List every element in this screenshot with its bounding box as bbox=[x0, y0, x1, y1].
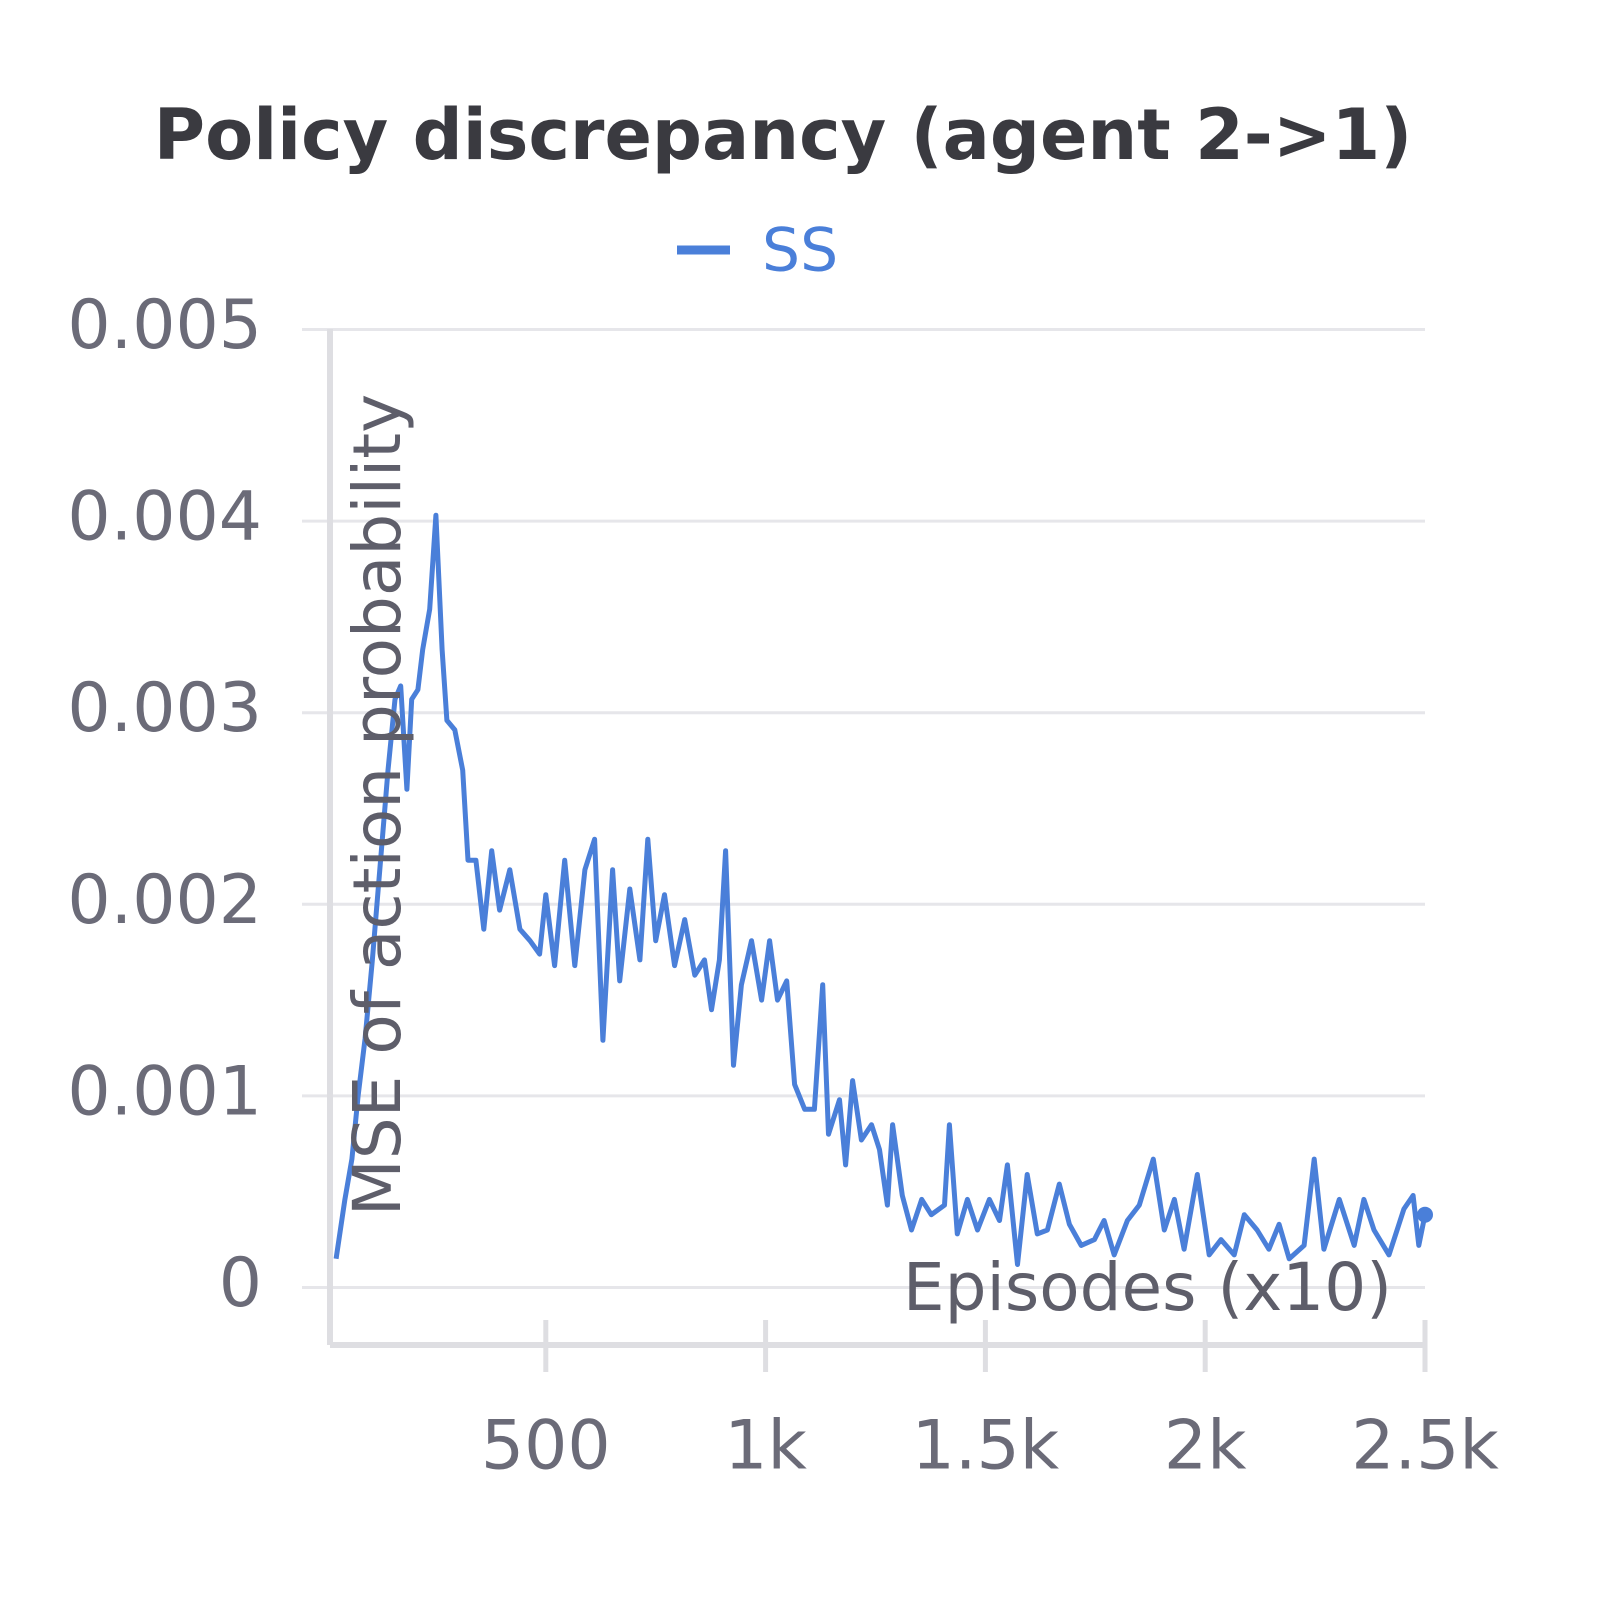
y-tick-label: 0.001 bbox=[67, 1052, 262, 1131]
y-tick-label: 0.005 bbox=[67, 286, 262, 365]
x-axis-label: Episodes (x10) bbox=[903, 1249, 1392, 1326]
x-tick-label: 2.5k bbox=[1351, 1407, 1499, 1486]
end-point bbox=[1417, 1206, 1433, 1223]
chart-title: Policy discrepancy (agent 2->1) bbox=[154, 94, 1412, 176]
y-tick-label: 0 bbox=[219, 1244, 262, 1323]
legend-label: SS bbox=[762, 216, 838, 286]
x-tick-label: 1k bbox=[724, 1407, 807, 1486]
y-tick-label: 0.004 bbox=[67, 478, 262, 557]
line bbox=[333, 512, 1428, 1267]
y-tick-label: 0.003 bbox=[67, 669, 262, 748]
x-tick-label: 500 bbox=[481, 1407, 611, 1486]
y-axis-label: MSE of action probability bbox=[339, 394, 416, 1216]
x-tick-label: 1.5k bbox=[912, 1407, 1060, 1486]
y-tick-label: 0.002 bbox=[67, 861, 262, 940]
x-tick-label: 2k bbox=[1164, 1407, 1247, 1486]
